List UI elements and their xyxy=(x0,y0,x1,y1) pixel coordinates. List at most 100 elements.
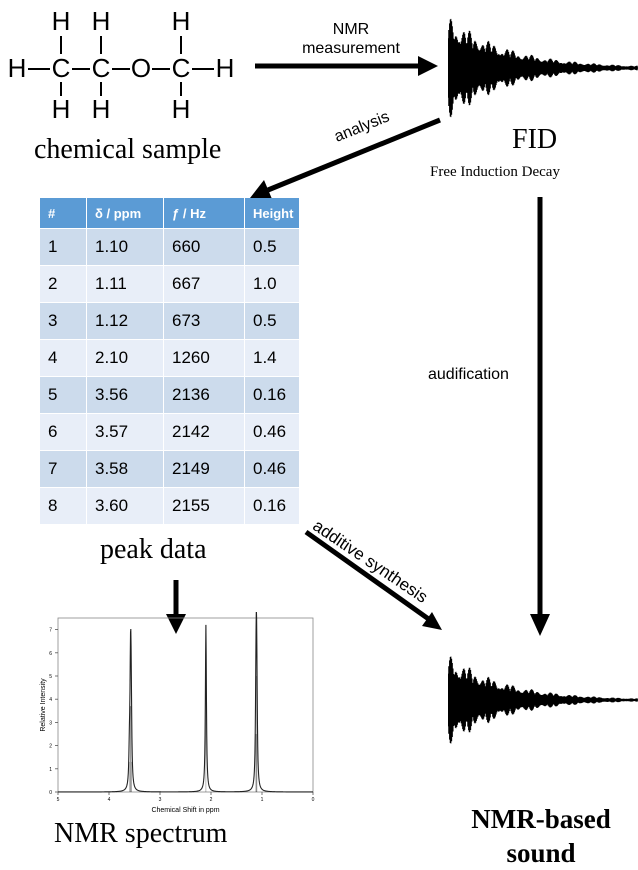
cell-height: 0.16 xyxy=(245,487,300,524)
x-tick-label: 2 xyxy=(210,797,213,803)
cell-index: 2 xyxy=(40,265,87,302)
cell-hz: 673 xyxy=(164,302,245,339)
cell-height: 1.4 xyxy=(245,339,300,376)
nmr-sound-line1: NMR-based xyxy=(471,804,611,834)
plot-frame xyxy=(57,617,314,793)
bond xyxy=(180,36,182,54)
molecule-structure: H H H H C C O C H H H H xyxy=(0,0,250,125)
y-tick-label: 5 xyxy=(49,674,52,680)
cell-ppm: 2.10 xyxy=(87,339,164,376)
atom-c: C xyxy=(51,53,71,83)
atom-h: H xyxy=(91,6,111,36)
atom-h: H xyxy=(91,94,111,124)
nmr-measurement-label: NMR measurement xyxy=(296,20,406,58)
peak-table: # δ / ppm ƒ / Hz Height 1 1.10 660 0.5 2 1.11… xyxy=(40,198,300,524)
table-header-row: # δ / ppm ƒ / Hz Height xyxy=(40,198,300,228)
y-axis-label: Relative Intensity xyxy=(40,678,47,732)
y-tick-label: 0 xyxy=(49,790,52,796)
table-row: 6 3.57 2142 0.46 xyxy=(40,413,300,450)
table-body: 1 1.10 660 0.5 2 1.11 667 1.0 3 1.12 673 0.5 4 2.10 12… xyxy=(40,228,300,524)
cell-ppm: 3.56 xyxy=(87,376,164,413)
cell-index: 3 xyxy=(40,302,87,339)
cell-ppm: 1.11 xyxy=(87,265,164,302)
atom-h: H xyxy=(7,53,27,83)
atom-h: H xyxy=(171,94,191,124)
header-index: # xyxy=(40,198,87,228)
cell-height: 0.46 xyxy=(245,413,300,450)
atom-c: C xyxy=(91,53,111,83)
nmr-spectrum-chart: 0 1 2 3 4 5 6 7 5 4 3 2 1 0 Relative Intensity Chemical… xyxy=(40,612,315,814)
bond xyxy=(152,68,170,70)
fid-waveform xyxy=(448,18,638,118)
cell-ppm: 3.57 xyxy=(87,413,164,450)
cell-index: 1 xyxy=(40,228,87,265)
x-axis-label: Chemical Shift in ppm xyxy=(151,807,219,814)
x-tick-label: 4 xyxy=(108,797,111,803)
cell-hz: 2155 xyxy=(164,487,245,524)
additive-synthesis-arrow xyxy=(304,529,442,630)
nmr-measurement-line1: NMR xyxy=(332,21,370,38)
cell-height: 0.16 xyxy=(245,376,300,413)
table-row: 2 1.11 667 1.0 xyxy=(40,265,300,302)
header-height: Height xyxy=(245,198,300,228)
y-tick-label: 4 xyxy=(49,697,52,703)
table-row: 7 3.58 2149 0.46 xyxy=(40,450,300,487)
header-hz: ƒ / Hz xyxy=(164,198,245,228)
cell-height: 0.5 xyxy=(245,302,300,339)
bond xyxy=(100,36,102,54)
analysis-arrow xyxy=(250,117,441,199)
table-row: 5 3.56 2136 0.16 xyxy=(40,376,300,413)
peak-data-label: peak data xyxy=(100,534,207,565)
cell-hz: 1260 xyxy=(164,339,245,376)
cell-index: 7 xyxy=(40,450,87,487)
chemical-sample-label: chemical sample xyxy=(34,134,222,165)
x-tick-label: 0 xyxy=(312,797,315,803)
atom-h: H xyxy=(171,6,191,36)
nmr-spectrum-label: NMR spectrum xyxy=(54,818,228,849)
cell-hz: 2142 xyxy=(164,413,245,450)
spectrum-arrow xyxy=(166,580,186,634)
cell-index: 4 xyxy=(40,339,87,376)
bond xyxy=(180,82,182,96)
table-row: 1 1.10 660 0.5 xyxy=(40,228,300,265)
bond xyxy=(28,68,50,70)
y-tick-label: 2 xyxy=(49,744,52,750)
atom-c: C xyxy=(171,53,191,83)
y-tick-label: 7 xyxy=(49,628,52,634)
cell-height: 0.5 xyxy=(245,228,300,265)
fid-subtitle: Free Induction Decay xyxy=(430,164,560,180)
cell-ppm: 1.10 xyxy=(87,228,164,265)
bond xyxy=(100,82,102,96)
atom-o: O xyxy=(130,53,152,83)
cell-hz: 667 xyxy=(164,265,245,302)
cell-ppm: 3.58 xyxy=(87,450,164,487)
x-tick-label: 1 xyxy=(261,797,264,803)
nmr-sound-line2: sound xyxy=(506,838,576,868)
cell-ppm: 3.60 xyxy=(87,487,164,524)
audification-arrow xyxy=(530,197,550,636)
x-tick-label: 5 xyxy=(57,797,60,803)
spectrum-line xyxy=(58,612,313,793)
table-row: 3 1.12 673 0.5 xyxy=(40,302,300,339)
cell-index: 5 xyxy=(40,376,87,413)
bond xyxy=(192,68,214,70)
cell-hz: 2149 xyxy=(164,450,245,487)
table-row: 8 3.60 2155 0.16 xyxy=(40,487,300,524)
fid-title: FID xyxy=(512,124,558,155)
audification-label: audification xyxy=(428,366,509,383)
nmr-measurement-line2: measurement xyxy=(302,40,400,57)
atom-h: H xyxy=(51,6,71,36)
y-tick-label: 1 xyxy=(49,767,52,773)
atom-h: H xyxy=(215,53,235,83)
cell-height: 1.0 xyxy=(245,265,300,302)
y-tick-label: 3 xyxy=(49,720,52,726)
measurement-arrow xyxy=(255,56,438,76)
sound-waveform xyxy=(448,656,638,744)
cell-height: 0.46 xyxy=(245,450,300,487)
cell-index: 6 xyxy=(40,413,87,450)
bond xyxy=(112,68,130,70)
x-tick-label: 3 xyxy=(159,797,162,803)
bond xyxy=(72,68,90,70)
bond xyxy=(60,82,62,96)
bond xyxy=(60,36,62,54)
